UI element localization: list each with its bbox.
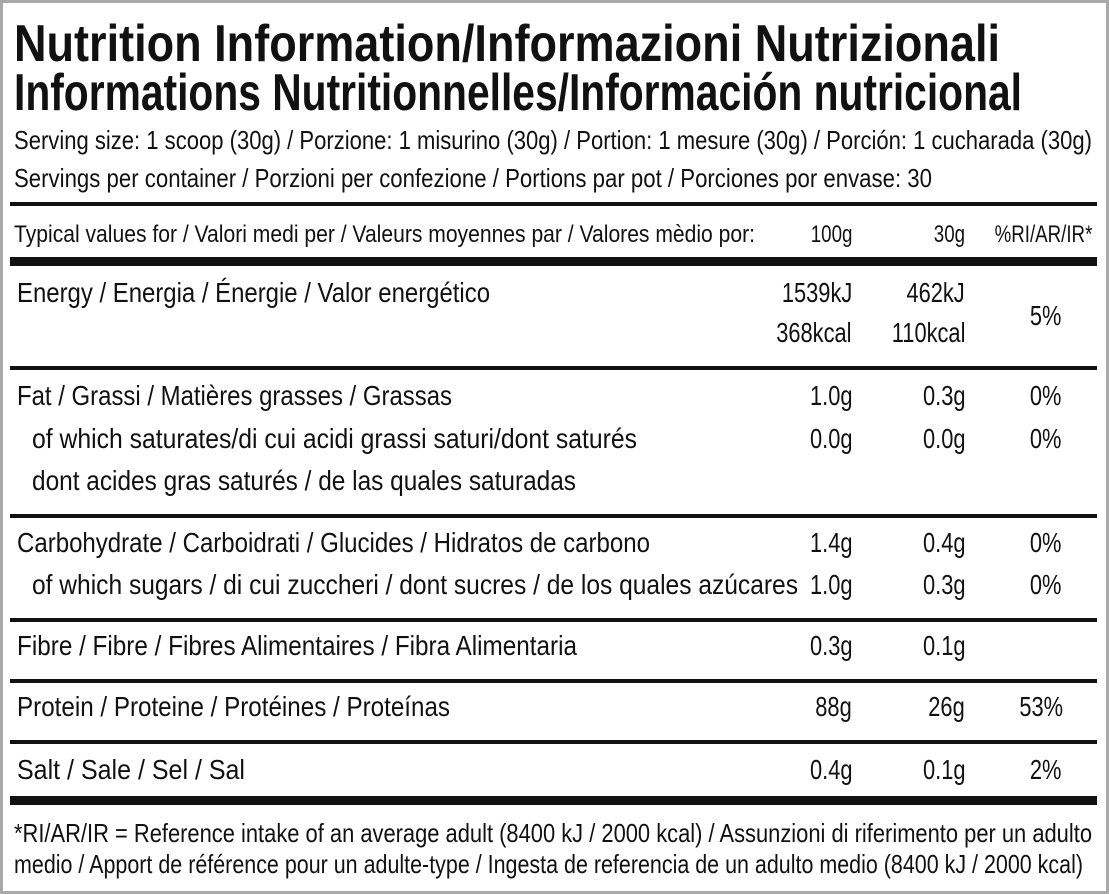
divider — [10, 514, 1097, 518]
header-label: Typical values for / Valori medi per / V… — [14, 221, 755, 248]
salt-100g: 0.4g — [809, 754, 852, 785]
fat-label: Fat / Grassi / Matières grasses / Grassa… — [17, 380, 452, 411]
divider-thick — [10, 796, 1097, 805]
saturates-label-2: dont acides gras saturés / de las quales… — [32, 465, 576, 496]
salt-label: Salt / Sale / Sel / Sal — [17, 754, 245, 785]
serving-size: Serving size: 1 scoop (30g) / Porzione: … — [14, 125, 1092, 155]
energy-label: Energy / Energia / Énergie / Valor energ… — [17, 277, 490, 308]
energy-ri: 5% — [1029, 300, 1061, 331]
divider — [10, 679, 1097, 683]
saturates-100g: 0.0g — [809, 423, 852, 454]
carbohydrate-ri: 0% — [1029, 527, 1061, 558]
fat-ri: 0% — [1029, 380, 1061, 411]
carbohydrate-100g: 1.4g — [809, 527, 852, 558]
energy-100g-kcal: 368kcal — [776, 317, 852, 348]
divider — [10, 618, 1097, 622]
header-100g: 100g — [810, 221, 852, 248]
divider — [10, 202, 1097, 206]
sugars-ri: 0% — [1029, 569, 1061, 600]
fat-100g: 1.0g — [809, 380, 852, 411]
salt-30g: 0.1g — [922, 754, 965, 785]
energy-30g-kcal: 110kcal — [891, 317, 965, 348]
fat-30g: 0.3g — [922, 380, 965, 411]
divider — [10, 740, 1097, 744]
footnote-line-1: *RI/AR/IR = Reference intake of an avera… — [14, 818, 1092, 848]
header-30g: 30g — [933, 221, 965, 248]
carbohydrate-label: Carbohydrate / Carboidrati / Glucides / … — [17, 527, 650, 558]
energy-30g-kj: 462kJ — [906, 277, 965, 308]
sugars-label: of which sugars / di cui zuccheri / dont… — [32, 569, 798, 600]
protein-30g: 26g — [928, 691, 965, 722]
title-line-2: Informations Nutritionnelles/Información… — [14, 64, 1022, 122]
title-line-1: Nutrition Information/Informazioni Nutri… — [14, 15, 1000, 73]
protein-ri: 53% — [1019, 691, 1063, 722]
salt-ri: 2% — [1029, 754, 1061, 785]
saturates-ri: 0% — [1029, 423, 1061, 454]
footnote-line-2: medio / Apport de référence pour un adul… — [14, 849, 1083, 879]
servings-per-container: Servings per container / Porzioni per co… — [14, 163, 932, 193]
sugars-100g: 1.0g — [809, 569, 852, 600]
protein-100g: 88g — [815, 691, 852, 722]
divider-thick — [10, 257, 1097, 266]
divider — [10, 366, 1097, 370]
protein-label: Protein / Proteine / Protéines / Proteín… — [17, 691, 450, 722]
fibre-100g: 0.3g — [809, 630, 852, 661]
saturates-30g: 0.0g — [922, 423, 965, 454]
energy-100g-kj: 1539kJ — [781, 277, 852, 308]
fibre-label: Fibre / Fibre / Fibres Alimentaires / Fi… — [17, 630, 577, 661]
header-ri: %RI/AR/IR* — [994, 221, 1092, 248]
carbohydrate-30g: 0.4g — [922, 527, 965, 558]
saturates-label: of which saturates/di cui acidi grassi s… — [32, 423, 637, 454]
sugars-30g: 0.3g — [922, 569, 965, 600]
fibre-30g: 0.1g — [922, 630, 965, 661]
